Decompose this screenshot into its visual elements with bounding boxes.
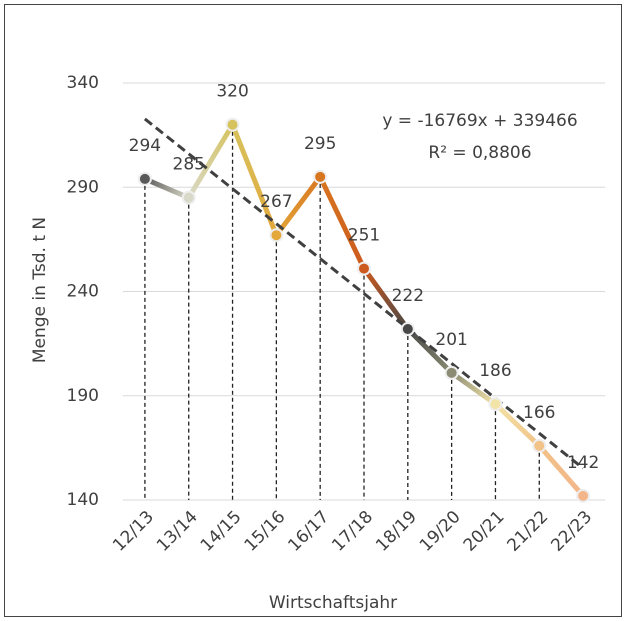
data-label: 142 [567, 453, 599, 473]
line-segment [536, 443, 586, 499]
line-segment [492, 401, 542, 449]
x-axis-title: Wirtschaftsjahr [269, 593, 397, 613]
data-point [576, 488, 591, 503]
y-tick-label: 240 [67, 282, 99, 302]
line-segment [317, 174, 367, 272]
line-segment [142, 176, 192, 201]
y-tick-label: 340 [67, 73, 99, 93]
data-point [137, 171, 152, 186]
line-segment [361, 266, 411, 332]
y-axis-title: Menge in Tsd. t N [30, 217, 50, 363]
trendline [143, 117, 585, 470]
data-point [444, 365, 459, 380]
data-label: 267 [260, 192, 292, 212]
data-point [400, 322, 415, 337]
line-segment [273, 174, 323, 238]
y-tick-label: 290 [67, 177, 99, 197]
data-point [532, 438, 547, 453]
data-point [488, 397, 503, 412]
data-label: 294 [129, 136, 161, 156]
data-label: 320 [216, 82, 248, 102]
trend-equation: y = -16769x + 339466 [382, 111, 577, 131]
data-point [269, 228, 284, 243]
data-label: 285 [173, 155, 205, 175]
data-label: 251 [348, 226, 380, 246]
data-label: 295 [304, 134, 336, 154]
data-point [313, 169, 328, 184]
data-label: 166 [523, 403, 555, 423]
chart-border [4, 4, 622, 617]
data-label: 186 [479, 361, 511, 381]
y-tick-label: 140 [67, 490, 99, 510]
data-point [225, 117, 240, 132]
line-segment [186, 122, 236, 201]
data-label: 222 [392, 286, 424, 306]
data-point [357, 261, 371, 276]
line-segment [405, 326, 455, 376]
data-point [181, 190, 196, 205]
line-segment [449, 370, 498, 407]
trend-r-squared: R² = 0,8806 [428, 143, 531, 163]
data-label: 201 [435, 330, 467, 350]
y-tick-label: 190 [67, 386, 99, 406]
